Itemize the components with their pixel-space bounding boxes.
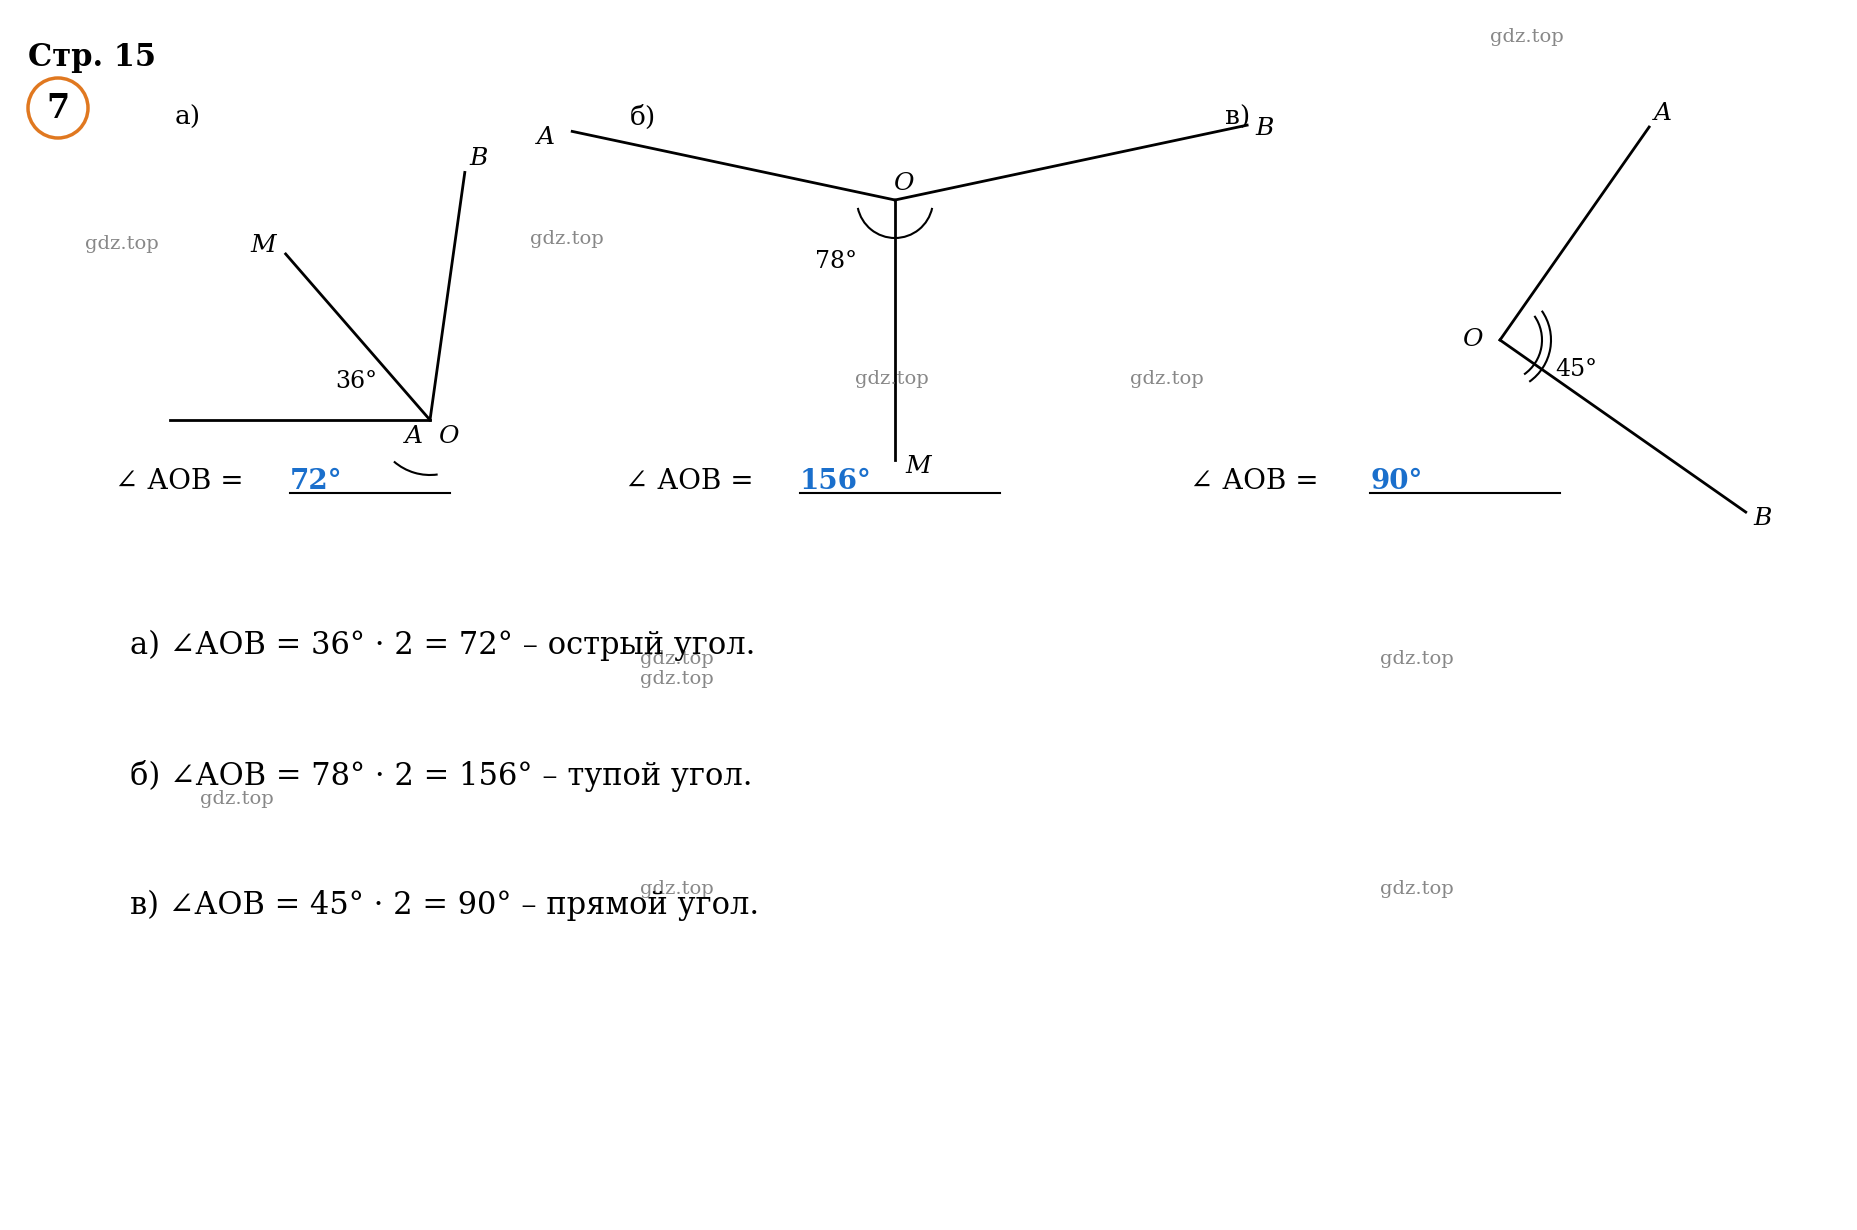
Text: gdz.top: gdz.top — [1489, 28, 1564, 46]
Text: O: O — [438, 426, 459, 448]
Text: gdz.top: gdz.top — [1131, 370, 1203, 387]
Text: ∠ АОВ =: ∠ АОВ = — [626, 467, 763, 494]
Text: gdz.top: gdz.top — [1380, 879, 1454, 898]
Text: 78°: 78° — [815, 250, 856, 273]
Text: B: B — [470, 148, 488, 171]
Text: gdz.top: gdz.top — [529, 230, 604, 248]
Text: M: M — [251, 234, 277, 257]
Text: 72°: 72° — [290, 467, 344, 494]
Text: A: A — [405, 426, 423, 448]
Text: O: O — [893, 172, 914, 196]
Text: б) ∠АОВ = 78° · 2 = 156° – тупой угол.: б) ∠АОВ = 78° · 2 = 156° – тупой угол. — [130, 760, 752, 792]
Text: ∠ АОВ =: ∠ АОВ = — [115, 467, 253, 494]
Text: gdz.top: gdz.top — [854, 370, 928, 387]
Text: Стр. 15: Стр. 15 — [28, 42, 156, 73]
Text: б): б) — [630, 105, 656, 130]
Text: gdz.top: gdz.top — [641, 649, 713, 668]
Text: 156°: 156° — [800, 467, 873, 494]
Text: M: M — [904, 455, 930, 478]
Text: gdz.top: gdz.top — [641, 879, 713, 898]
Text: B: B — [1255, 117, 1274, 140]
Text: A: A — [537, 127, 555, 149]
Text: ∠ АОВ =: ∠ АОВ = — [1190, 467, 1328, 494]
Text: O: O — [1461, 328, 1482, 351]
Text: 90°: 90° — [1370, 467, 1422, 494]
Text: A: A — [1655, 102, 1671, 125]
Text: 45°: 45° — [1554, 358, 1597, 381]
Text: gdz.top: gdz.top — [85, 235, 158, 253]
Text: 7: 7 — [46, 91, 69, 124]
Text: gdz.top: gdz.top — [201, 790, 273, 808]
Text: в) ∠АОВ = 45° · 2 = 90° – прямой угол.: в) ∠АОВ = 45° · 2 = 90° – прямой угол. — [130, 891, 760, 921]
Text: в): в) — [1226, 105, 1250, 130]
Text: 36°: 36° — [334, 370, 377, 394]
Text: gdz.top: gdz.top — [1380, 649, 1454, 668]
Text: а): а) — [175, 105, 201, 130]
Text: а) ∠АОВ = 36° · 2 = 72° – острый угол.: а) ∠АОВ = 36° · 2 = 72° – острый угол. — [130, 630, 756, 662]
Text: gdz.top: gdz.top — [641, 670, 713, 688]
Text: B: B — [1753, 507, 1772, 530]
